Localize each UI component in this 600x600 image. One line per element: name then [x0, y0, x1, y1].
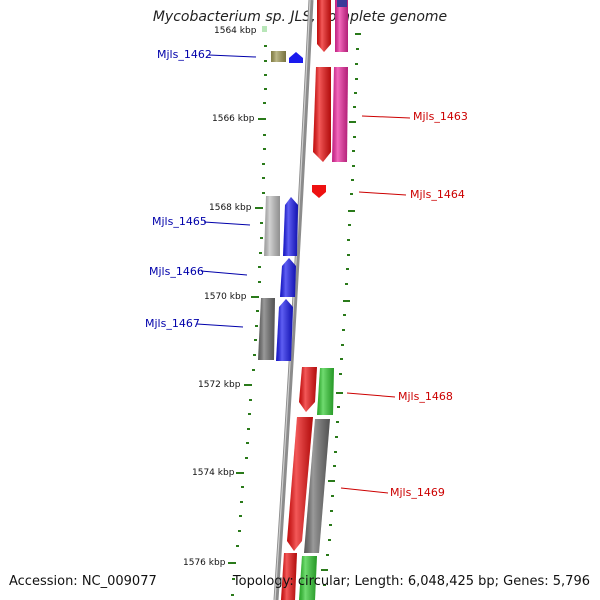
- gene-arrow-mjls-1468[interactable]: [299, 367, 317, 412]
- forward-strand-genes: [258, 26, 303, 361]
- gene-block-gray[interactable]: [304, 419, 330, 553]
- genome-backbone: [273, 0, 314, 600]
- gene-arrow-mjls-1464[interactable]: [312, 185, 326, 198]
- scale-label: 1574 kbp: [192, 468, 235, 478]
- scale-label: 1570 kbp: [204, 292, 247, 302]
- genome-stats-text: Topology: circular; Length: 6,048,425 bp…: [232, 574, 590, 589]
- gene-labels: Mjls_1462 Mjls_1465 Mjls_1466 Mjls_1467 …: [145, 48, 468, 499]
- gene-label[interactable]: Mjls_1468: [398, 390, 453, 403]
- label-connectors: [196, 54, 411, 494]
- gene-block-pink[interactable]: [332, 67, 348, 162]
- gene-label[interactable]: Mjls_1467: [145, 317, 200, 330]
- scale-label: 1568 kbp: [209, 203, 252, 213]
- scale-label: 1572 kbp: [198, 380, 241, 390]
- gene-block-olive[interactable]: [271, 51, 286, 62]
- scale-label: 1576 kbp: [183, 558, 226, 568]
- gene-block[interactable]: [281, 553, 297, 600]
- gene-arrow-mjls-1462[interactable]: [289, 52, 303, 63]
- gene-label[interactable]: Mjls_1465: [152, 215, 207, 228]
- outer-tick-track: [321, 33, 361, 586]
- map-title: Mycobacterium sp. JLS, complete genome: [152, 9, 448, 25]
- gene-arrow-mjls-1469[interactable]: [287, 417, 313, 551]
- scale-label: 1566 kbp: [212, 114, 255, 124]
- genome-backbone-highlight: [274, 0, 311, 600]
- gene-arrow-mjls-1466[interactable]: [280, 258, 296, 297]
- gene-block-green[interactable]: [317, 368, 334, 415]
- gene-block-lightgray[interactable]: [264, 196, 280, 256]
- gene-block-gray[interactable]: [258, 298, 275, 360]
- gene-label[interactable]: Mjls_1463: [413, 110, 468, 123]
- gene-label[interactable]: Mjls_1462: [157, 48, 212, 61]
- gene-label[interactable]: Mjls_1466: [149, 265, 204, 278]
- gene-arrow-mjls-1465[interactable]: [283, 197, 298, 256]
- reverse-strand-genes: [281, 0, 348, 600]
- scale-labels: 1564 kbp 1566 kbp 1568 kbp 1570 kbp 1572…: [183, 26, 257, 568]
- gene-arrow[interactable]: [317, 0, 331, 52]
- gene-block[interactable]: [337, 0, 347, 7]
- gene-arrow-mjls-1463[interactable]: [313, 67, 331, 162]
- gene-block[interactable]: [335, 0, 348, 52]
- gene-label[interactable]: Mjls_1464: [410, 188, 465, 201]
- gene-block[interactable]: [299, 556, 317, 600]
- gene-arrow-mjls-1467[interactable]: [276, 299, 293, 361]
- gene-block[interactable]: [262, 26, 267, 32]
- inner-tick-track: [228, 30, 267, 596]
- gene-label[interactable]: Mjls_1469: [390, 486, 445, 499]
- scale-label: 1564 kbp: [214, 26, 257, 36]
- accession-text: Accession: NC_009077: [9, 574, 157, 589]
